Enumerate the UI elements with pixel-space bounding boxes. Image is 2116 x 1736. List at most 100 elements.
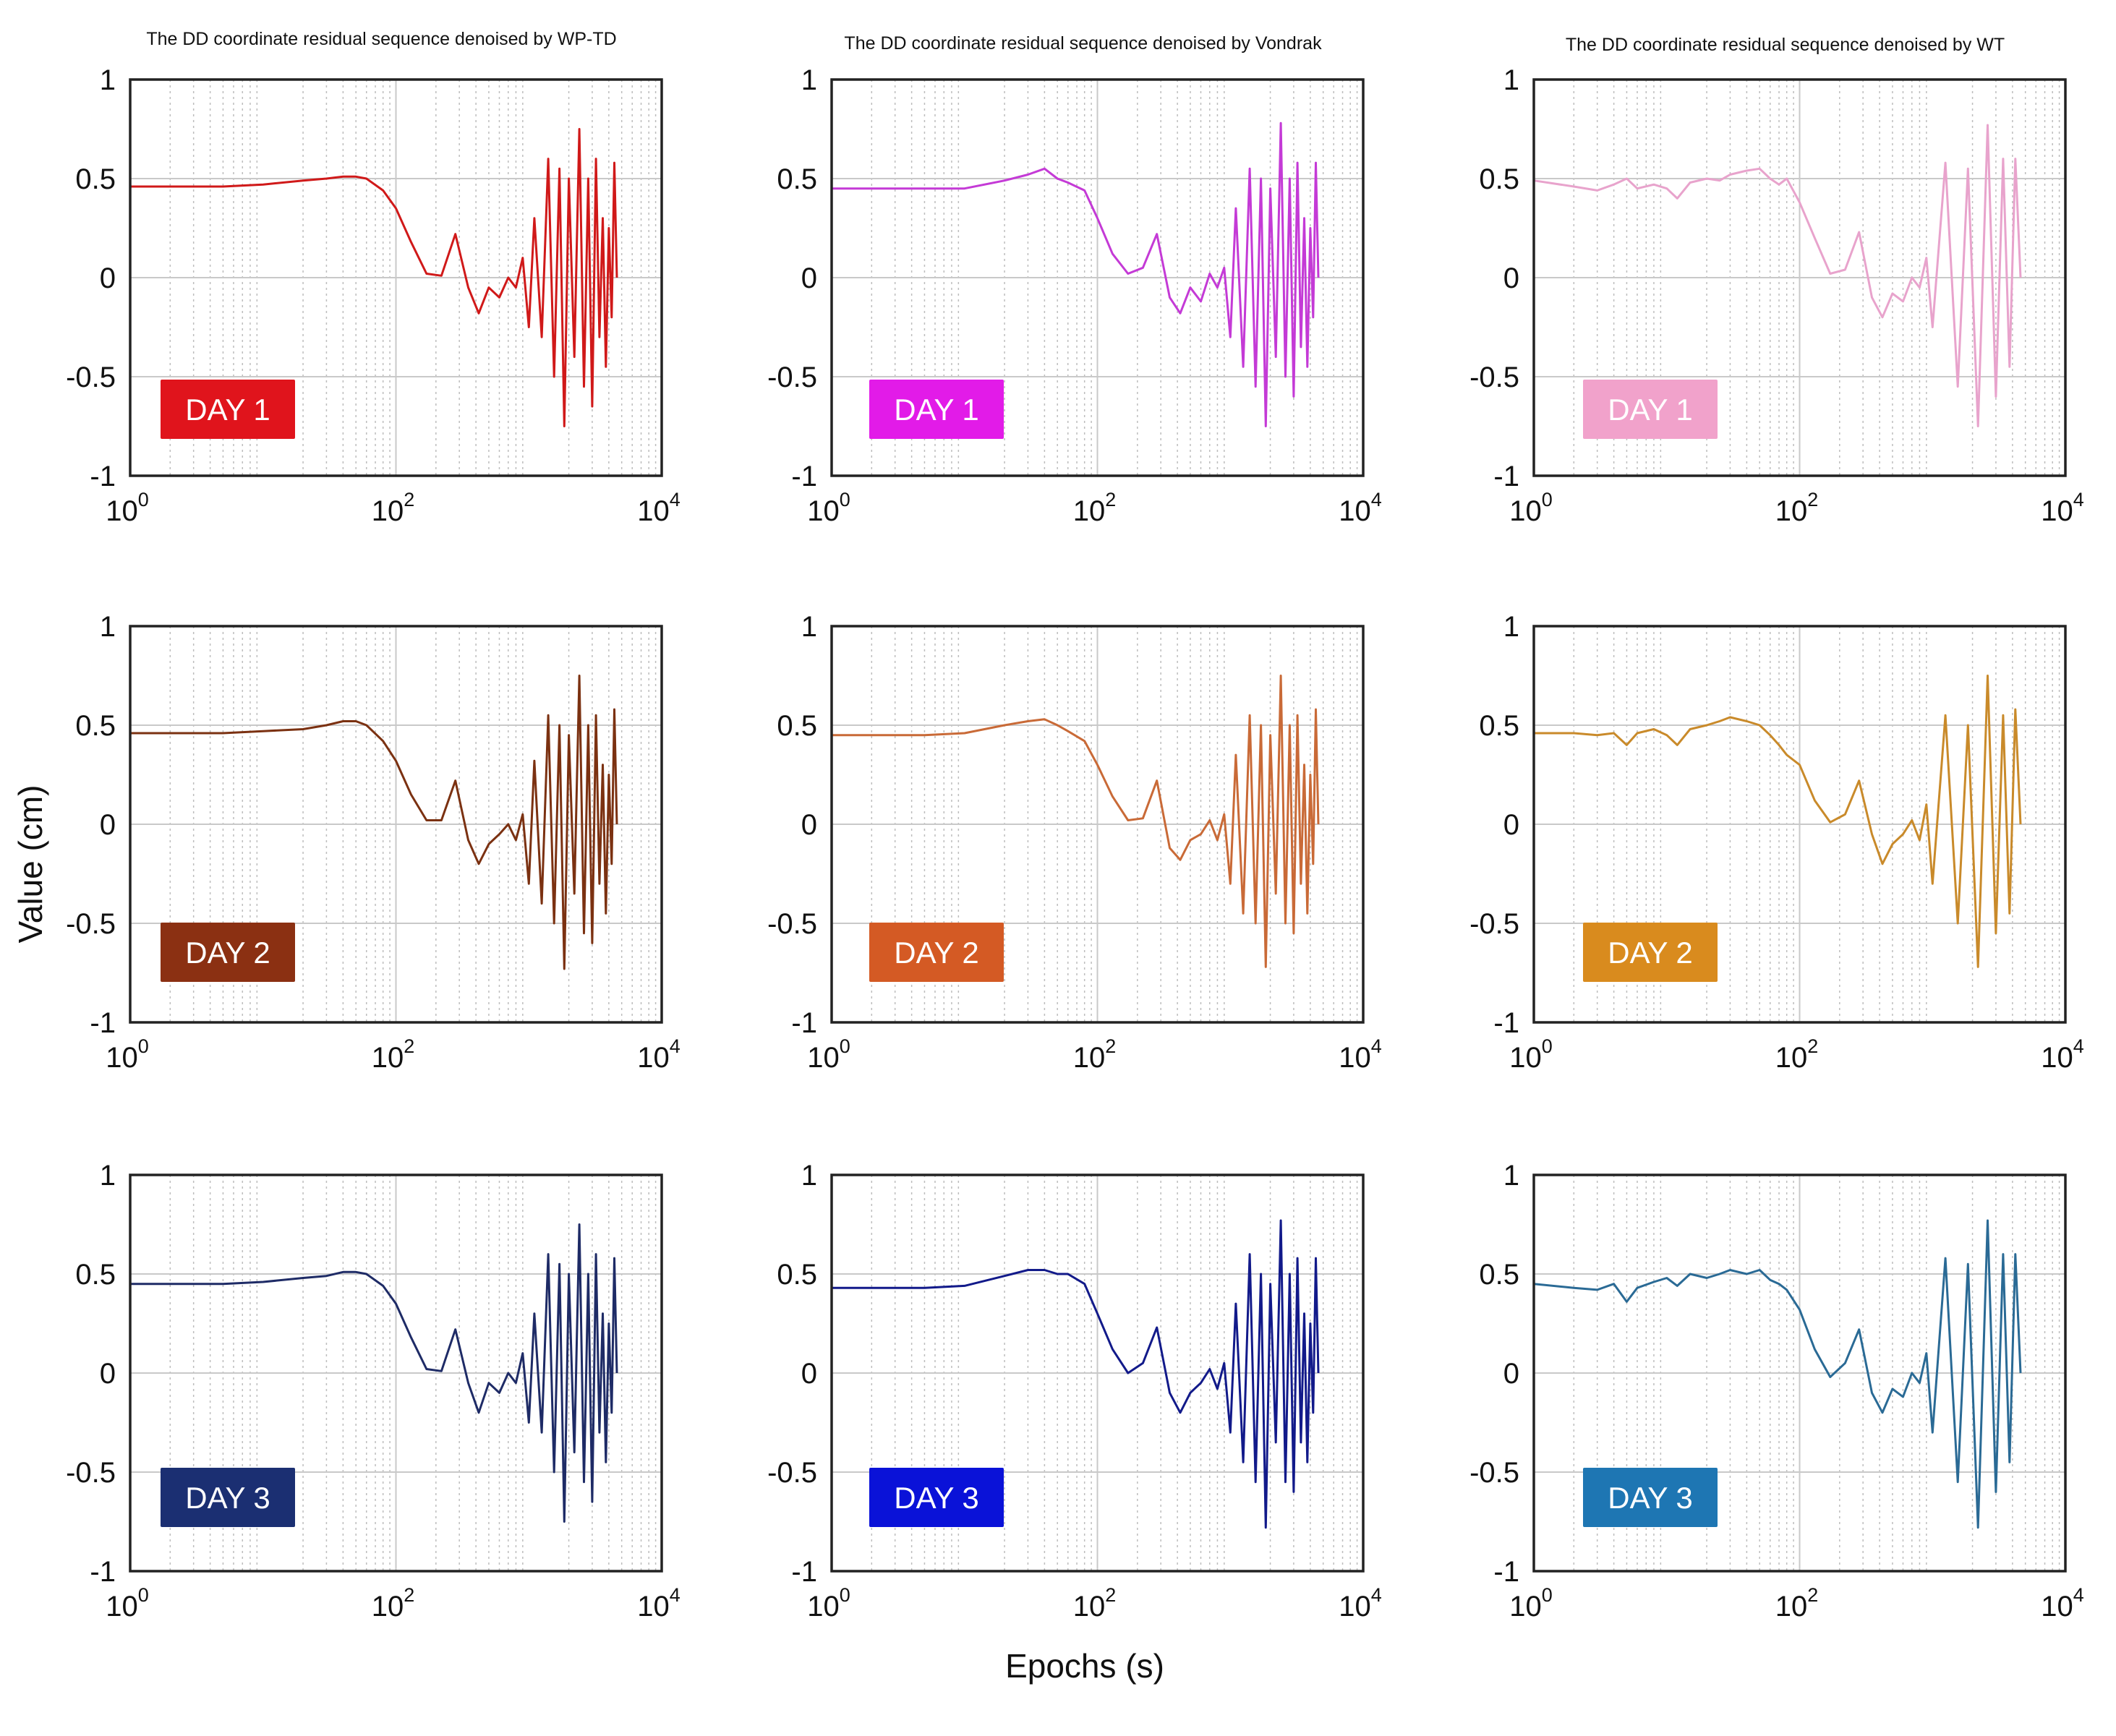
plot-frame — [1532, 625, 2067, 1024]
series-line — [832, 121, 1320, 427]
series-line — [130, 128, 618, 427]
y-tick-label: 0.5 — [777, 1259, 817, 1291]
x-tick-label: 104 — [2041, 1035, 2084, 1074]
x-tick-label: 102 — [372, 489, 415, 527]
x-tick-label: 102 — [1073, 1584, 1117, 1622]
x-tick-label: 102 — [1073, 489, 1117, 527]
y-tick-label: -0.5 — [66, 1457, 116, 1489]
day-label: DAY 1 — [185, 393, 270, 427]
chart-panel: The DD coordinate residual sequence deno… — [767, 33, 1382, 527]
y-tick-label: 0 — [100, 262, 116, 294]
y-tick-label: -1 — [1493, 1007, 1519, 1039]
y-tick-label: -1 — [1493, 461, 1519, 492]
y-tick-label: 1 — [801, 1160, 817, 1192]
x-tick-label: 104 — [637, 489, 681, 527]
y-tick-label: 1 — [100, 64, 116, 96]
x-tick-label: 104 — [2041, 489, 2084, 527]
series-line — [1534, 675, 2022, 968]
series-line — [1533, 1219, 2022, 1529]
plot-frame — [830, 1173, 1365, 1573]
chart-title: The DD coordinate residual sequence deno… — [146, 29, 616, 49]
y-tick-label: 0.5 — [777, 710, 817, 742]
day-label: DAY 2 — [894, 936, 979, 970]
y-tick-label: 1 — [100, 611, 116, 643]
y-tick-label: 0.5 — [1479, 1259, 1519, 1291]
y-axis-label: Value (cm) — [12, 785, 49, 944]
series-line — [130, 675, 618, 970]
x-tick-label: 102 — [1073, 1035, 1117, 1074]
y-tick-label: 0.5 — [1479, 710, 1519, 742]
y-tick-label: 1 — [1503, 64, 1519, 96]
x-tick-label: 102 — [1775, 1584, 1819, 1622]
y-tick-label: 0 — [100, 809, 116, 841]
series-line — [130, 1223, 618, 1523]
day-label: DAY 2 — [185, 936, 270, 970]
plot-frame — [129, 625, 663, 1024]
y-tick-label: 0 — [1503, 1358, 1519, 1390]
x-tick-label: 100 — [807, 1035, 850, 1074]
y-tick-label: -0.5 — [1469, 908, 1519, 940]
y-tick-label: 1 — [801, 64, 817, 96]
x-tick-label: 102 — [372, 1035, 415, 1074]
series-line — [832, 1219, 1320, 1529]
y-tick-label: -1 — [791, 1556, 817, 1588]
chart-title: The DD coordinate residual sequence deno… — [844, 33, 1322, 54]
y-tick-label: -0.5 — [767, 362, 817, 393]
plot-frame — [1532, 1173, 2067, 1573]
x-tick-label: 102 — [1775, 1035, 1819, 1074]
y-tick-label: 0.5 — [75, 710, 116, 742]
day-badge — [1583, 380, 1718, 439]
y-tick-label: -0.5 — [1469, 1457, 1519, 1489]
y-tick-label: 0 — [801, 1358, 817, 1390]
day-badge — [869, 923, 1004, 982]
x-tick-label: 100 — [807, 489, 850, 527]
x-tick-label: 104 — [637, 1035, 681, 1074]
plot-frame — [1532, 78, 2067, 477]
series-line — [832, 675, 1320, 968]
y-tick-label: 1 — [1503, 1160, 1519, 1192]
plot-frame — [129, 78, 663, 477]
x-tick-label: 100 — [106, 489, 149, 527]
day-badge — [1583, 1468, 1718, 1527]
x-tick-label: 104 — [1339, 1584, 1382, 1622]
day-badge — [869, 380, 1004, 439]
day-label: DAY 3 — [1608, 1481, 1693, 1515]
panels-layer: The DD coordinate residual sequence deno… — [66, 29, 2084, 1622]
x-tick-label: 104 — [637, 1584, 681, 1622]
y-tick-label: 0 — [100, 1358, 116, 1390]
y-tick-label: -1 — [90, 1556, 116, 1588]
day-badge — [161, 380, 295, 439]
y-tick-label: -0.5 — [66, 362, 116, 393]
y-tick-label: 0.5 — [75, 1259, 116, 1291]
day-label: DAY 1 — [894, 393, 979, 427]
y-tick-label: -1 — [791, 1007, 817, 1039]
y-tick-label: -0.5 — [767, 908, 817, 940]
x-tick-label: 100 — [106, 1584, 149, 1622]
chart-title: The DD coordinate residual sequence deno… — [1566, 35, 2005, 55]
y-tick-label: -1 — [90, 461, 116, 492]
y-tick-label: -1 — [791, 461, 817, 492]
x-tick-label: 102 — [372, 1584, 415, 1622]
y-tick-label: 1 — [1503, 611, 1519, 643]
y-tick-label: 0 — [801, 809, 817, 841]
y-tick-label: 1 — [801, 611, 817, 643]
day-label: DAY 3 — [894, 1481, 979, 1515]
y-tick-label: 0 — [801, 262, 817, 294]
y-tick-label: -1 — [90, 1007, 116, 1039]
y-tick-label: -0.5 — [66, 908, 116, 940]
x-tick-label: 102 — [1775, 489, 1819, 527]
y-tick-label: 0.5 — [75, 163, 116, 195]
day-label: DAY 3 — [185, 1481, 270, 1515]
plot-frame — [830, 625, 1365, 1024]
y-tick-label: 1 — [100, 1160, 116, 1192]
x-tick-label: 100 — [1509, 489, 1553, 527]
day-badge — [161, 923, 295, 982]
x-tick-label: 104 — [2041, 1584, 2084, 1622]
